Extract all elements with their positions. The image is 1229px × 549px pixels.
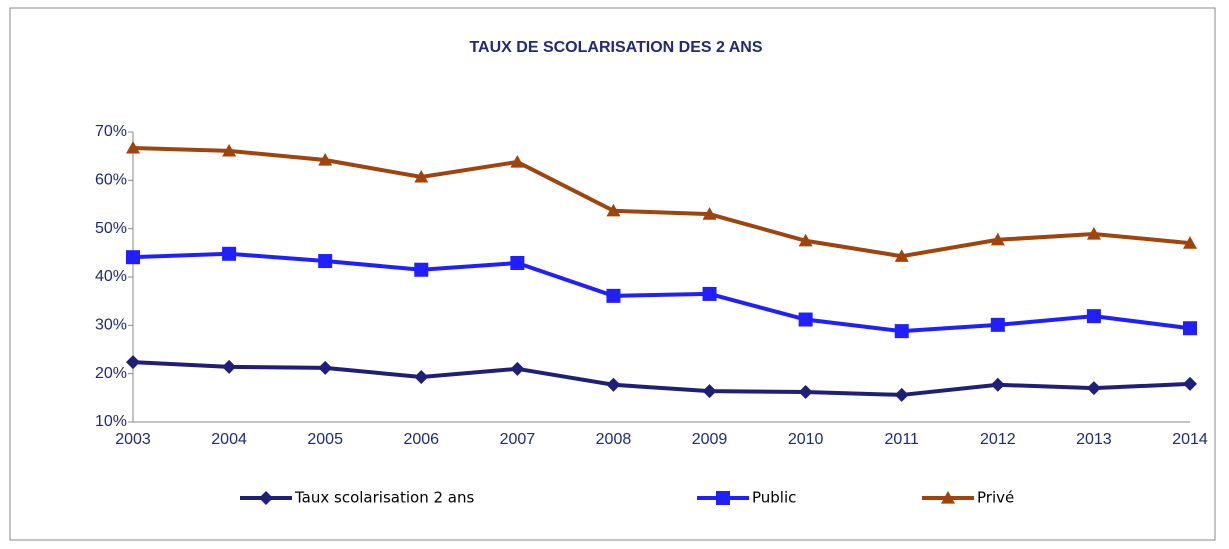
point — [894, 387, 909, 402]
point — [990, 317, 1005, 332]
y-tick-label: 40% — [95, 268, 127, 285]
y-tick-label: 50% — [95, 220, 127, 237]
point — [798, 385, 813, 400]
point — [798, 312, 813, 327]
point — [606, 288, 621, 303]
point — [1086, 309, 1101, 324]
point — [222, 246, 237, 261]
y-tick-label: 60% — [95, 172, 127, 189]
point — [510, 154, 525, 168]
point — [990, 232, 1005, 246]
point — [702, 207, 717, 220]
point — [1183, 376, 1197, 391]
x-tick-label: 2006 — [403, 431, 439, 448]
series-line — [132, 360, 1191, 397]
legend-label: Public — [752, 489, 796, 507]
legend-marker — [716, 491, 730, 505]
point — [126, 250, 140, 265]
point — [798, 233, 813, 247]
point — [1086, 226, 1101, 240]
point — [414, 169, 429, 183]
x-tick-label: 2014 — [1172, 431, 1208, 448]
x-tick-label: 2013 — [1076, 431, 1112, 448]
series-line — [132, 251, 1191, 334]
x-tick-label: 2003 — [115, 431, 151, 448]
point — [894, 249, 909, 262]
legend-marker — [259, 491, 273, 505]
point — [414, 370, 429, 385]
point — [318, 360, 333, 375]
x-tick-label: 2005 — [307, 431, 343, 448]
y-tick-label: 30% — [95, 317, 127, 334]
x-tick-label: 2009 — [692, 431, 728, 448]
point — [1086, 381, 1101, 396]
point — [318, 254, 333, 269]
point — [318, 153, 333, 166]
point — [894, 324, 909, 339]
y-tick-label: 20% — [95, 365, 127, 382]
y-tick-label: 10% — [95, 413, 127, 430]
y-tick-label: 70% — [95, 123, 127, 140]
x-tick-label: 2004 — [211, 431, 247, 448]
legend-label: Privé — [977, 489, 1014, 507]
x-tick-label: 2008 — [596, 431, 632, 448]
point — [1183, 236, 1197, 249]
legend-label: Taux scolarisation 2 ans — [294, 489, 474, 507]
x-tick-label: 2010 — [788, 431, 824, 448]
point — [606, 377, 621, 392]
legend-marker — [941, 491, 955, 504]
point — [222, 143, 237, 157]
point — [702, 384, 717, 399]
point — [414, 262, 429, 277]
x-tick-label: 2012 — [980, 431, 1016, 448]
x-tick-label: 2011 — [885, 431, 920, 448]
point — [1183, 321, 1197, 336]
point — [510, 361, 525, 376]
x-tick-label: 2007 — [500, 431, 536, 448]
chart-border — [9, 7, 1216, 541]
chart-title: TAUX DE SCOLARISATION DES 2 ANS — [469, 39, 762, 56]
point — [126, 355, 140, 370]
point — [606, 203, 621, 217]
series-line — [132, 145, 1191, 259]
point — [222, 359, 237, 374]
point — [990, 377, 1005, 392]
point — [126, 140, 140, 154]
point — [702, 286, 717, 301]
point — [510, 255, 525, 270]
